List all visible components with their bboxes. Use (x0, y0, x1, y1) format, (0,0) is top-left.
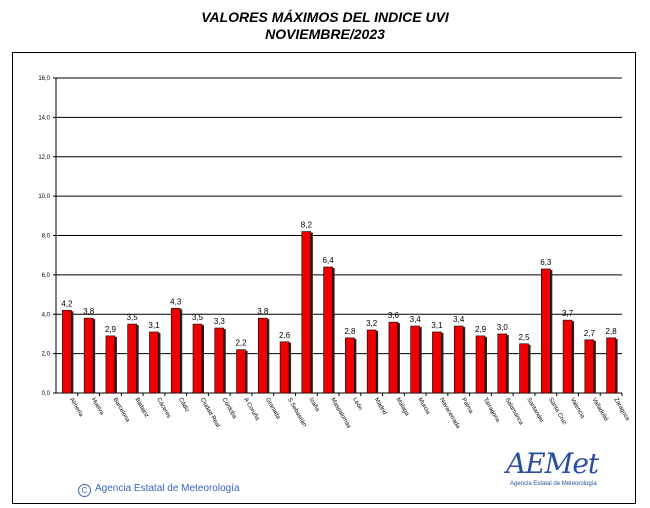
x-category-label: Valencia (569, 397, 586, 420)
x-category-label: Huelva (90, 397, 105, 417)
bar-value-label: 4,2 (61, 299, 73, 308)
copyright-notice: C Agencia Estatal de Meteorología (78, 483, 240, 497)
bar-value-label: 3,5 (192, 313, 204, 322)
bar-value-label: 3,8 (83, 307, 95, 316)
bar-value-label: 2,5 (518, 333, 530, 342)
bar (149, 331, 159, 394)
x-category-label: Santa Cruz (547, 397, 567, 426)
bar-value-label: 3,1 (431, 321, 443, 330)
bar (584, 339, 595, 394)
x-category-label: Salamanca (504, 397, 525, 427)
x-category-label: Navacerrada (438, 397, 461, 430)
chart-subtitle: NOVIEMBRE/2023 (265, 26, 385, 42)
y-tick-label: 0,0 (42, 391, 51, 397)
bar-value-label: 2,7 (584, 329, 596, 338)
bar-value-label: 2,8 (344, 327, 356, 336)
bar (475, 335, 486, 394)
x-category-label: Cádiz (177, 397, 190, 413)
x-category-label: S.Sebastián (286, 397, 307, 428)
chart-title-block: VALORES MÁXIMOS DEL INDICE UVI NOVIEMBRE… (0, 9, 650, 43)
logo-subtext: Agencia Estatal de Meteorología (510, 481, 597, 487)
x-category-label: Santander (525, 397, 544, 424)
bar-value-label: 2,8 (606, 327, 618, 336)
x-category-label: Palma (460, 397, 474, 415)
bar-value-label: 4,3 (170, 297, 182, 306)
y-tick-label: 14,0 (38, 115, 50, 121)
bar (62, 310, 72, 394)
logo-wordmark: AEMet (506, 447, 599, 480)
bar (105, 335, 116, 394)
x-category-label: Cáceres (155, 397, 171, 419)
bar-value-label: 6,3 (540, 258, 552, 267)
bar (410, 325, 420, 394)
bar (432, 331, 442, 394)
y-tick-label: 8,0 (42, 234, 51, 240)
y-tick-label: 12,0 (38, 155, 50, 161)
bar (236, 349, 246, 394)
bar (83, 317, 94, 394)
bar-value-label: 3,6 (388, 311, 400, 320)
bar (214, 327, 225, 394)
bar (127, 323, 137, 394)
x-category-label: Tarragona (482, 397, 501, 424)
x-category-label: Zaragoza (612, 397, 630, 423)
x-category-label: Badajoz (133, 397, 149, 419)
x-category-label: Murcia (416, 397, 431, 416)
bar-value-label: 3,2 (366, 319, 378, 328)
x-category-label: Almería (68, 397, 84, 418)
bar (345, 337, 355, 394)
x-category-label: Maspalomas (329, 397, 351, 429)
y-tick-label: 4,0 (42, 312, 51, 318)
aemet-logo: AEMet Agencia Estatal de Meteorología (506, 449, 602, 493)
y-tick-label: 10,0 (38, 194, 50, 200)
bar-value-label: 3,4 (453, 315, 465, 324)
bar-value-label: 2,9 (475, 325, 487, 334)
bar-value-label: 2,6 (279, 331, 291, 340)
bar-value-label: 3,8 (257, 307, 269, 316)
x-category-label: Barcelona (112, 397, 131, 424)
x-category-label: Córdoba (221, 397, 238, 421)
bar-value-label: 3,4 (410, 315, 422, 324)
bar (366, 329, 377, 394)
x-category-label: Granada (264, 397, 281, 421)
bar-value-label: 3,5 (127, 313, 139, 322)
bar (301, 231, 312, 394)
copyright-text: Agencia Estatal de Meteorología (95, 483, 240, 494)
bar (170, 308, 181, 394)
y-tick-label: 16,0 (38, 76, 50, 82)
x-category-label: León (351, 397, 363, 412)
copyright-icon: C (78, 484, 91, 497)
bar (519, 343, 529, 394)
x-category-label: Madrid (373, 397, 387, 416)
bar-value-label: 2,2 (235, 339, 247, 348)
x-category-label: Izaña (308, 397, 321, 413)
x-category-label: Málaga (395, 397, 410, 418)
bar (323, 266, 333, 394)
chart-frame (12, 52, 636, 504)
bar-value-label: 6,4 (323, 256, 335, 265)
bar (606, 337, 616, 394)
bar-value-label: 2,9 (105, 325, 117, 334)
y-tick-label: 2,0 (42, 352, 51, 358)
x-category-label: Valladolid (591, 397, 609, 422)
bar (192, 323, 203, 394)
x-category-label: Ciudad Real (199, 397, 221, 429)
bar (562, 319, 573, 394)
bar-value-label: 8,2 (301, 221, 313, 230)
bar (541, 268, 551, 394)
chart-title: VALORES MÁXIMOS DEL INDICE UVI (201, 9, 449, 25)
bar (388, 321, 399, 394)
bar (258, 317, 268, 394)
bar (497, 333, 508, 394)
bar-value-label: 3,0 (497, 323, 509, 332)
bar (279, 341, 290, 394)
bar (453, 325, 464, 394)
bar-value-label: 3,7 (562, 309, 574, 318)
y-tick-label: 6,0 (42, 273, 51, 279)
bar-value-label: 3,1 (148, 321, 160, 330)
x-category-label: A Coruña (242, 397, 260, 422)
bar-value-label: 3,3 (214, 317, 226, 326)
